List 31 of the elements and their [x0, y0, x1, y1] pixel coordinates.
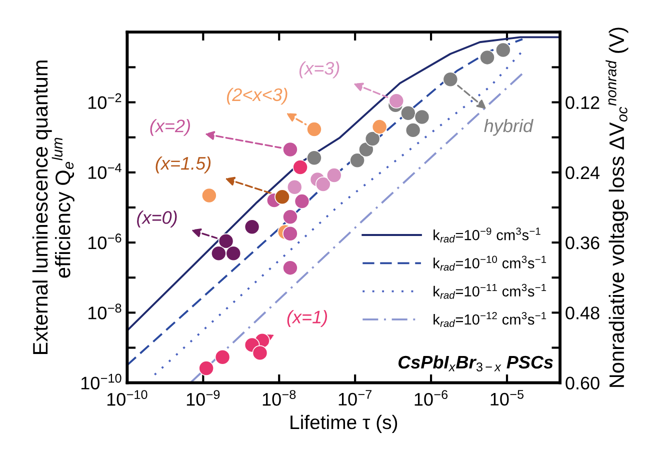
y2-tick-label: 0.48 — [566, 306, 600, 320]
x-tick-label: 10$^{−7}$ — [338, 390, 372, 406]
series-label: (x=1) — [287, 310, 328, 327]
y-axis-title: External luminescence quantum efficiency Q$_{e}$$^{lum}$ — [32, 60, 74, 354]
y2-tick-label: 0.24 — [566, 166, 600, 180]
x-tick-label: 10$^{−6}$ — [414, 390, 448, 406]
y2-axis-title: Nonradiative voltage loss ΔV$_{oc}$$^{nonrad}$ (V) — [606, 28, 628, 387]
series-label: (2<x<3) — [226, 88, 288, 105]
text: hybrid — [484, 118, 534, 136]
y2-tick-label: 0.36 — [566, 236, 600, 250]
text: (x=0) — [137, 210, 177, 228]
x-tick-label: 10$^{−8}$ — [262, 390, 296, 406]
legend-label: k$_{rad}$=10$^{−9}$ cm$^{3}$s$^{−1}$ — [434, 228, 540, 243]
y-tick-label: 10$^{−10}$ — [81, 374, 122, 390]
x-tick-label: 10$^{−9}$ — [186, 390, 220, 406]
x-tick-label: 10$^{−10}$ — [107, 390, 148, 406]
y2-tick-label: 0.60 — [566, 376, 600, 390]
text: (x=1.5) — [156, 156, 211, 174]
y2-tick-label: 0.12 — [566, 96, 600, 110]
y-tick-label: 10$^{−8}$ — [88, 304, 122, 320]
text: (x=3) — [299, 61, 340, 78]
x-tick-label: 10$^{−5}$ — [490, 390, 524, 406]
legend-label: k$_{rad}$=10$^{−11}$ cm$^{3}$s$^{−1}$ — [434, 284, 546, 299]
x-axis-title: Lifetime τ (s) — [290, 414, 398, 434]
text: (x=2) — [150, 119, 190, 136]
y-tick-label: 10$^{−6}$ — [88, 234, 122, 250]
legend-label: k$_{rad}$=10$^{−12}$ cm$^{3}$s$^{−1}$ — [434, 312, 546, 327]
y-tick-label: 10$^{−4}$ — [88, 163, 122, 179]
legend-label: k$_{rad}$=10$^{−10}$ cm$^{3}$s$^{−1}$ — [434, 256, 546, 271]
annotation: CsPbI$_{x}$Br$_{3−x}$ PSCs — [398, 355, 553, 372]
y-tick-label: 10$^{−2}$ — [88, 93, 122, 109]
